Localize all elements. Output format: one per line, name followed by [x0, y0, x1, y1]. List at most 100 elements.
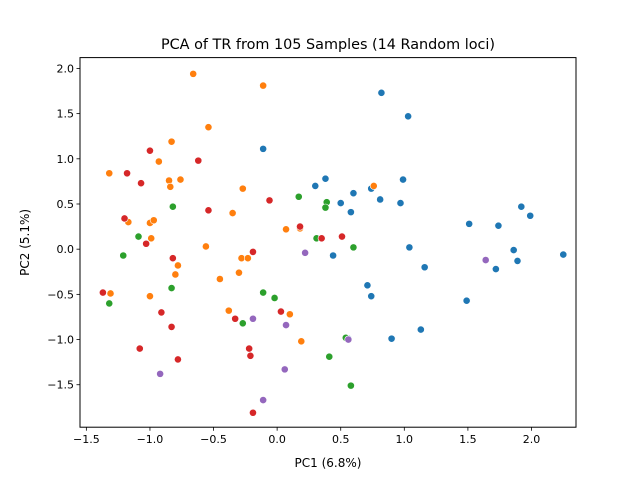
scatter-point-series-1-18: [202, 242, 210, 251]
scatter-point-series-3-15: [277, 307, 285, 316]
scatter-point-series-0-4: [311, 182, 320, 190]
scatter-point-series-3-3: [137, 179, 145, 188]
scatter-point-series-3-13: [98, 288, 107, 297]
x-tick-label: −1.0: [137, 433, 164, 446]
x-tick-label: −1.5: [73, 433, 100, 446]
scatter-point-series-2-12: [238, 319, 247, 328]
y-tick-label: 0.5: [57, 198, 75, 211]
scatter-point-series-3-5: [204, 206, 213, 215]
scatter-point-series-3-11: [249, 247, 257, 256]
scatter-point-series-4-4: [344, 335, 353, 344]
x-tick-label: 0.5: [332, 433, 350, 446]
scatter-point-series-0-26: [416, 325, 425, 334]
x-tick-label: 0.0: [268, 433, 286, 446]
scatter-point-series-3-19: [245, 344, 254, 353]
scatter-point-series-1-1: [259, 81, 268, 90]
scatter-point-series-3-9: [317, 234, 326, 243]
scatter-point-series-0-20: [513, 257, 522, 265]
scatter-point-series-3-1: [194, 156, 203, 165]
scatter-point-series-0-9: [396, 199, 405, 207]
scatter-point-series-0-25: [462, 296, 471, 305]
scatter-point-series-1-10: [369, 182, 378, 190]
x-tick-label: −0.5: [200, 433, 227, 446]
scatter-point-series-3-2: [123, 169, 131, 178]
scatter-point-series-0-18: [559, 250, 568, 259]
scatter-point-series-3-21: [174, 355, 182, 364]
scatter-point-series-1-28: [285, 310, 294, 319]
scatter-point-series-1-11: [228, 209, 237, 217]
scatter-point-series-0-8: [376, 195, 385, 204]
scatter-point-series-3-17: [167, 322, 176, 331]
scatter-point-series-0-19: [329, 251, 337, 260]
y-tick-label: −1.0: [47, 334, 74, 347]
scatter-point-series-1-22: [171, 270, 180, 279]
y-tick-label: −1.5: [47, 379, 74, 392]
scatter-point-series-3-14: [157, 308, 166, 317]
scatter-point-series-0-22: [491, 265, 500, 273]
x-axis-label: PC1 (6.8%): [295, 456, 362, 470]
scatter-point-series-2-8: [167, 284, 176, 292]
scatter-point-series-3-18: [135, 344, 144, 353]
scatter-point-series-3-0: [146, 146, 154, 155]
scatter-point-series-1-16: [282, 225, 290, 234]
scatter-point-series-0-7: [349, 189, 358, 198]
scatter-point-series-1-21: [174, 261, 182, 270]
scatter-point-series-3-22: [249, 408, 257, 417]
scatter-point-series-3-4: [265, 196, 274, 205]
scatter-point-series-1-25: [106, 289, 115, 298]
scatter-point-series-2-14: [325, 352, 334, 361]
plot-frame: [79, 57, 577, 428]
scatter-point-series-3-7: [296, 222, 304, 231]
scatter-point-series-0-1: [404, 112, 413, 121]
y-tick-label: 2.0: [57, 62, 75, 75]
scatter-point-series-0-21: [420, 263, 429, 272]
scatter-point-series-2-3: [168, 202, 177, 211]
scatter-point-series-1-8: [166, 182, 175, 191]
scatter-point-series-2-6: [349, 243, 358, 252]
scatter-point-series-4-6: [280, 365, 289, 374]
scatter-point-series-0-16: [405, 243, 414, 252]
scatter-point-series-3-16: [231, 314, 240, 323]
scatter-point-series-1-0: [189, 69, 198, 78]
scatter-point-series-2-0: [294, 192, 303, 201]
scatter-point-series-4-7: [259, 396, 268, 404]
scatter-point-series-0-14: [465, 219, 474, 228]
scatter-point-series-0-2: [259, 144, 268, 153]
y-tick-label: −0.5: [47, 288, 74, 301]
scatter-point-series-1-20: [243, 254, 252, 263]
y-tick-label: 1.5: [57, 108, 75, 121]
scatter-point-series-1-5: [105, 169, 114, 178]
scatter-point-series-2-2: [321, 203, 330, 212]
scatter-point-series-0-15: [494, 221, 503, 230]
scatter-point-series-1-23: [235, 268, 243, 277]
scatter-point-series-0-27: [387, 334, 396, 343]
scatter-point-series-4-3: [282, 321, 290, 329]
scatter-point-series-0-11: [346, 208, 355, 217]
scatter-point-series-0-12: [517, 202, 526, 211]
scatter-point-series-4-2: [249, 314, 257, 323]
scatter-point-series-0-13: [526, 211, 535, 220]
scatter-point-series-2-10: [270, 294, 279, 302]
scatter-point-series-1-4: [154, 157, 163, 166]
scatter-point-series-4-5: [156, 369, 165, 378]
scatter-point-series-3-8: [142, 239, 151, 248]
x-tick-label: 2.0: [523, 433, 541, 446]
y-tick-label: 0.0: [57, 243, 75, 256]
scatter-point-series-1-29: [297, 337, 306, 346]
scatter-point-series-1-2: [204, 123, 213, 132]
x-tick-label: 1.0: [396, 433, 414, 446]
chart-title: PCA of TR from 105 Samples (14 Random lo…: [161, 37, 495, 53]
scatter-point-series-3-6: [120, 214, 129, 223]
scatter-point-series-2-15: [346, 381, 355, 390]
scatter-point-series-1-6: [165, 176, 173, 185]
scatter-point-series-1-9: [238, 184, 247, 193]
scatter-point-series-3-20: [246, 351, 255, 360]
scatter-point-series-3-10: [338, 232, 346, 241]
y-tick-label: 1.0: [57, 153, 75, 166]
scatter-point-series-1-14: [149, 216, 158, 225]
x-tick-label: 1.5: [459, 433, 477, 446]
scatter-point-series-4-1: [481, 256, 490, 264]
scatter-point-series-2-11: [105, 299, 114, 308]
scatter-point-series-0-10: [336, 199, 345, 207]
